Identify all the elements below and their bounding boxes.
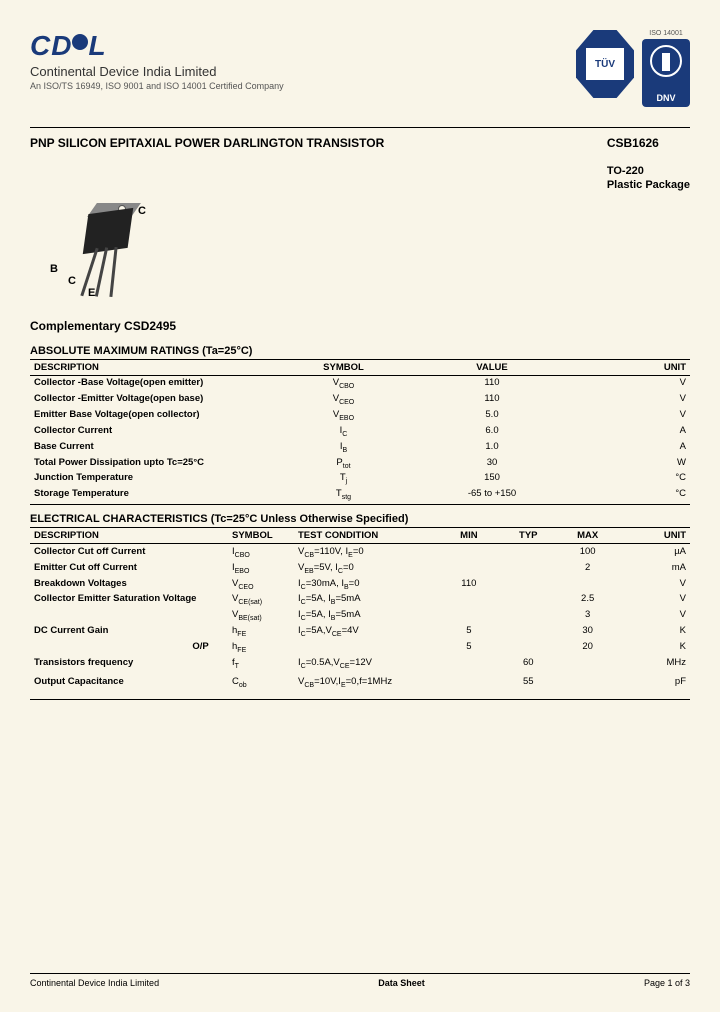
table-row: Junction TemperatureTj150°C bbox=[30, 471, 690, 487]
table-row: Breakdown VoltagesVCEOIC=30mA, IB=0110V bbox=[30, 576, 690, 592]
table-row: Storage TemperatureTstg-65 to +150°C bbox=[30, 487, 690, 505]
table-row: DC Current GainhFEIC=5A,VCE=4V530K bbox=[30, 624, 690, 640]
company-name: Continental Device India Limited bbox=[30, 64, 284, 79]
logo-block: CDL Continental Device India Limited An … bbox=[30, 30, 284, 91]
cert-line: An ISO/TS 16949, ISO 9001 and ISO 14001 … bbox=[30, 81, 284, 91]
part-number: CSB1626 bbox=[607, 136, 690, 150]
table-header: MIN bbox=[439, 528, 498, 544]
table-row: Collector Cut off CurrentICBOVCB=110V, I… bbox=[30, 544, 690, 560]
diagram-row: B C E C bbox=[30, 203, 690, 303]
table-header: TYP bbox=[499, 528, 558, 544]
table-header: UNIT bbox=[591, 359, 690, 375]
ec-title: ELECTRICAL CHARACTERISTICS (Tc=25°C Unle… bbox=[30, 513, 690, 525]
amr-table: DESCRIPTIONSYMBOLVALUEUNIT Collector -Ba… bbox=[30, 359, 690, 506]
pin-label-c: C bbox=[68, 275, 76, 287]
table-header: SYMBOL bbox=[294, 359, 393, 375]
table-header: DESCRIPTION bbox=[30, 359, 294, 375]
pin-label-b: B bbox=[50, 263, 58, 275]
table-row: Collector -Emitter Voltage(open base)VCE… bbox=[30, 391, 690, 407]
iso-label: ISO 14001 bbox=[642, 30, 690, 37]
table-row: Emitter Cut off CurrentIEBOVEB=5V, IC=02… bbox=[30, 560, 690, 576]
table-row: Base CurrentIB1.0A bbox=[30, 439, 690, 455]
table-row: O/PhFE520K bbox=[30, 640, 690, 656]
dnv-badge: DNV bbox=[642, 39, 690, 107]
pin-label-ctop: C bbox=[138, 205, 146, 217]
table-row: Total Power Dissipation upto Tc=25°CPtot… bbox=[30, 455, 690, 471]
company-logo: CDL bbox=[30, 30, 284, 62]
transistor-diagram: B C E C bbox=[30, 203, 150, 303]
table-row: Output CapacitanceCobVCB=10V,IE=0,f=1MHz… bbox=[30, 674, 690, 694]
ec-table: DESCRIPTIONSYMBOLTEST CONDITIONMINTYPMAX… bbox=[30, 527, 690, 695]
cert-badges: TÜV ISO 14001 DNV bbox=[576, 30, 690, 107]
table-header: UNIT bbox=[617, 528, 690, 544]
table-row: VBE(sat)IC=5A, IB=5mA3V bbox=[30, 608, 690, 624]
table-header: VALUE bbox=[393, 359, 591, 375]
package-info: TO-220 Plastic Package bbox=[607, 164, 690, 193]
table-row: Collector -Base Voltage(open emitter)VCB… bbox=[30, 375, 690, 391]
amr-title: ABSOLUTE MAXIMUM RATINGS (Ta=25°C) bbox=[30, 345, 690, 357]
pin-label-e: E bbox=[88, 287, 95, 299]
table-header: MAX bbox=[558, 528, 617, 544]
table-header: TEST CONDITION bbox=[294, 528, 439, 544]
footer-center: Data Sheet bbox=[378, 978, 425, 988]
dnv-badge-wrap: ISO 14001 DNV bbox=[642, 30, 690, 107]
title-row: PNP SILICON EPITAXIAL POWER DARLINGTON T… bbox=[30, 127, 690, 193]
tuv-badge: TÜV bbox=[576, 30, 634, 107]
page-header: CDL Continental Device India Limited An … bbox=[30, 30, 690, 107]
dnv-text: DNV bbox=[642, 93, 690, 103]
table-row: Collector CurrentIC6.0A bbox=[30, 423, 690, 439]
table-row: Collector Emitter Saturation VoltageVCE(… bbox=[30, 592, 690, 608]
tuv-badge-text: TÜV bbox=[586, 48, 624, 80]
table-row: Transistors frequencyfTIC=0.5A,VCE=12V60… bbox=[30, 655, 690, 671]
page-footer: Continental Device India Limited Data Sh… bbox=[30, 973, 690, 988]
package-line1: TO-220 bbox=[607, 165, 644, 177]
complementary-note: Complementary CSD2495 bbox=[30, 319, 690, 333]
ec-bottom-rule bbox=[30, 699, 690, 700]
table-header: SYMBOL bbox=[228, 528, 294, 544]
table-row: Emitter Base Voltage(open collector)VEBO… bbox=[30, 407, 690, 423]
table-header: DESCRIPTION bbox=[30, 528, 228, 544]
footer-left: Continental Device India Limited bbox=[30, 978, 159, 988]
main-title: PNP SILICON EPITAXIAL POWER DARLINGTON T… bbox=[30, 136, 384, 193]
part-block: CSB1626 TO-220 Plastic Package bbox=[607, 136, 690, 193]
package-line2: Plastic Package bbox=[607, 179, 690, 191]
footer-right: Page 1 of 3 bbox=[644, 978, 690, 988]
